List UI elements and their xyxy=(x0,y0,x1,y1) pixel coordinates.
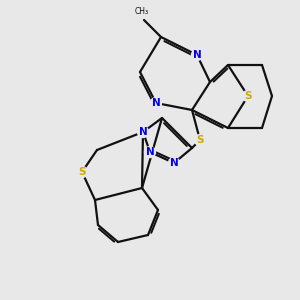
Circle shape xyxy=(191,50,203,61)
Text: S: S xyxy=(78,167,86,177)
Circle shape xyxy=(137,127,148,137)
Circle shape xyxy=(169,158,179,169)
Text: N: N xyxy=(169,158,178,168)
Text: S: S xyxy=(196,135,204,145)
Text: N: N xyxy=(152,98,160,108)
Circle shape xyxy=(145,146,155,158)
Text: S: S xyxy=(244,91,252,101)
Circle shape xyxy=(151,98,161,109)
Circle shape xyxy=(242,91,253,101)
Circle shape xyxy=(194,134,206,146)
Circle shape xyxy=(76,167,88,178)
Text: CH₃: CH₃ xyxy=(135,7,149,16)
Text: N: N xyxy=(139,127,147,137)
Text: N: N xyxy=(146,147,154,157)
Text: N: N xyxy=(193,50,201,60)
